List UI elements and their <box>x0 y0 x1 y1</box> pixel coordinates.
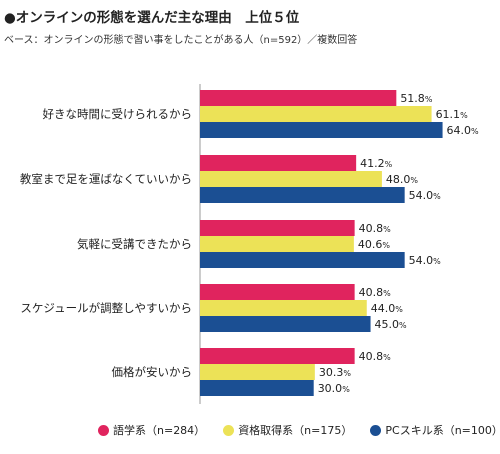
bar <box>200 252 405 268</box>
category-label: 気軽に受講できたから <box>77 237 192 251</box>
data-label: 54.0% <box>409 189 442 202</box>
data-label: 54.0% <box>409 254 442 267</box>
chart-subtitle: ベース：オンラインの形態で習い事をしたことがある人（n=592）／複数回答 <box>4 35 358 46</box>
bar <box>200 187 405 203</box>
legend-swatch <box>98 424 109 436</box>
bar <box>200 155 357 171</box>
data-label: 48.0% <box>386 173 419 186</box>
bar <box>200 380 314 396</box>
bar <box>200 236 354 252</box>
legend-label: PCスキル系（n=100） <box>385 424 500 437</box>
bar-chart: 好きな時間に受けられるから 51.8%61.1% 64.0% 教室まで足を運ばなくてい… <box>20 84 480 404</box>
bar <box>200 364 315 380</box>
data-label: 30.3% <box>319 366 352 379</box>
legend-item: 語学系（n=284） <box>98 422 205 438</box>
category-label: 好きな時間に受けられるから <box>43 107 193 121</box>
data-label: 40.6% <box>358 238 391 251</box>
data-label: 40.8% <box>359 350 392 363</box>
legend-item: 資格取得系（n=175） <box>223 422 352 438</box>
data-label: 30.0% <box>318 382 351 395</box>
chart-title: ●オンラインの形態を選んだ主な理由 上位５位 <box>4 10 300 26</box>
bar <box>200 316 371 332</box>
legend-item: PCスキル系（n=100） <box>370 422 500 438</box>
data-label: 45.0% <box>375 318 408 331</box>
data-label: 51.8% <box>400 92 433 105</box>
bar <box>200 300 367 316</box>
legend-swatch <box>223 424 235 436</box>
bar <box>200 90 397 106</box>
data-label: 40.8% <box>359 222 392 235</box>
legend: 語学系（n=284） 資格取得系（n=175） PCスキル系（n=100） <box>98 422 500 438</box>
bar <box>200 220 355 236</box>
legend-label: 語学系（n=284） <box>113 424 206 437</box>
data-label: 44.0% <box>371 302 404 315</box>
legend-label: 資格取得系（n=175） <box>238 424 353 437</box>
data-label: 41.2% <box>360 157 393 170</box>
category-label: スケジュールが調整しやすいから <box>20 301 192 315</box>
bar <box>200 171 382 187</box>
data-label: 61.1% <box>436 108 469 121</box>
legend-swatch <box>370 424 382 436</box>
data-label: 64.0% <box>447 124 480 137</box>
bar <box>200 106 432 122</box>
data-label: 40.8% <box>359 286 392 299</box>
category-label: 価格が安いから <box>112 365 193 379</box>
bar <box>200 348 355 364</box>
category-label: 教室まで足を運ばなくていいから <box>20 172 192 186</box>
bar <box>200 122 443 138</box>
bar <box>200 284 355 300</box>
